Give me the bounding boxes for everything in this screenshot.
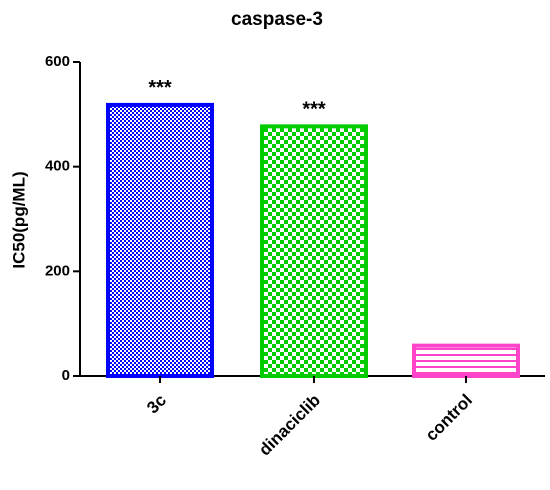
- x-tick-label: dinaciclib: [255, 391, 324, 460]
- bar: [412, 343, 520, 378]
- bar: [106, 102, 214, 378]
- significance-label: ***: [302, 99, 326, 121]
- y-axis-label: IC50(pg/ML): [9, 171, 28, 268]
- x-tick-label: 3c: [143, 391, 170, 418]
- y-tick-label: 0: [62, 367, 70, 384]
- chart-title: caspase-3: [231, 9, 323, 30]
- x-tick-label: control: [422, 391, 476, 445]
- bar: [260, 124, 368, 379]
- y-tick-label: 400: [45, 158, 70, 175]
- y-tick-label: 600: [45, 53, 70, 70]
- y-tick-label: 200: [45, 262, 70, 279]
- significance-label: ***: [148, 77, 172, 99]
